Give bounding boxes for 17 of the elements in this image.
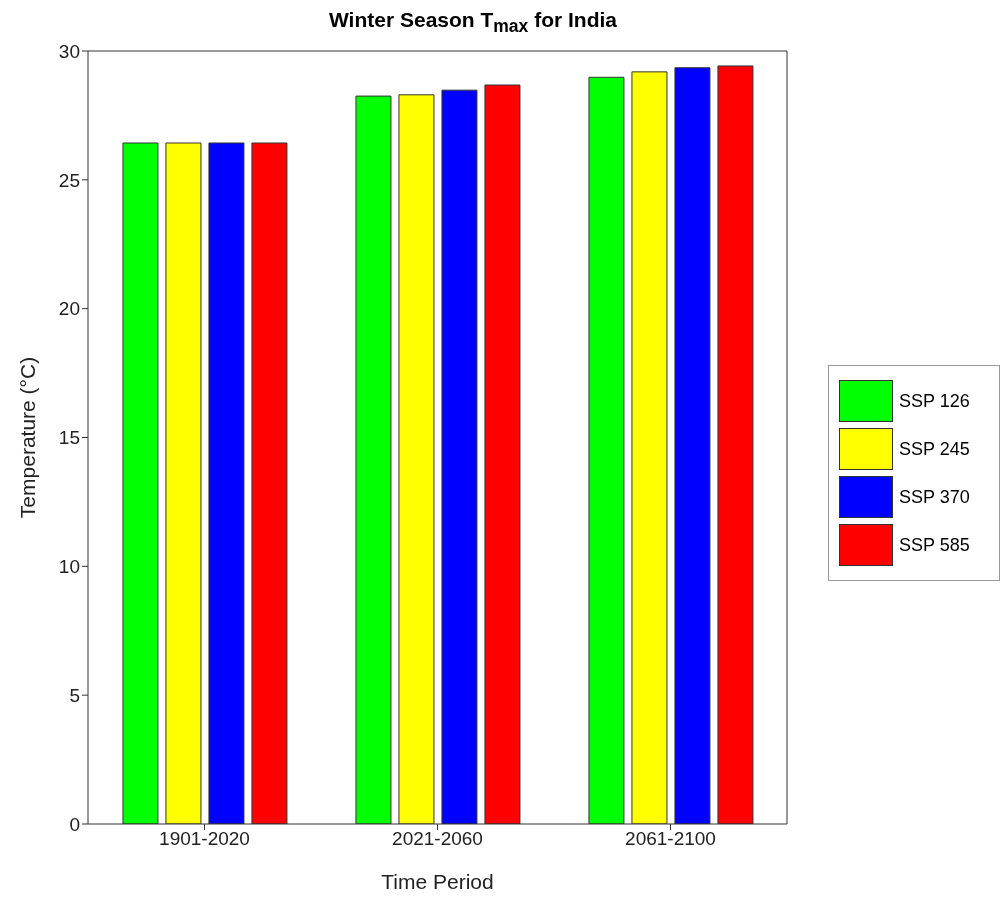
- legend-label: SSP 370: [899, 486, 970, 508]
- y-axis-title: Temperature (°C): [16, 356, 40, 519]
- x-axis-title: Time Period: [381, 870, 494, 893]
- y-tick-label: 30: [58, 40, 80, 62]
- legend-label: SSP 585: [899, 534, 970, 556]
- x-tick-label: 2061-2100: [625, 828, 716, 850]
- legend-label: SSP 126: [899, 390, 970, 412]
- x-tick-label: 2021-2060: [392, 828, 483, 850]
- legend-label: SSP 245: [899, 438, 970, 460]
- y-tick-label: 25: [58, 169, 80, 191]
- x-tick-label: 1901-2020: [159, 828, 250, 850]
- y-tick-label: 20: [58, 298, 80, 320]
- y-tick-label: 10: [58, 556, 80, 578]
- chart-title: Winter Season T$_{max}$ for India: [327, 8, 618, 39]
- y-tick-label: 0: [69, 813, 80, 835]
- y-tick-label: 5: [69, 684, 80, 706]
- y-tick-label: 15: [58, 427, 80, 449]
